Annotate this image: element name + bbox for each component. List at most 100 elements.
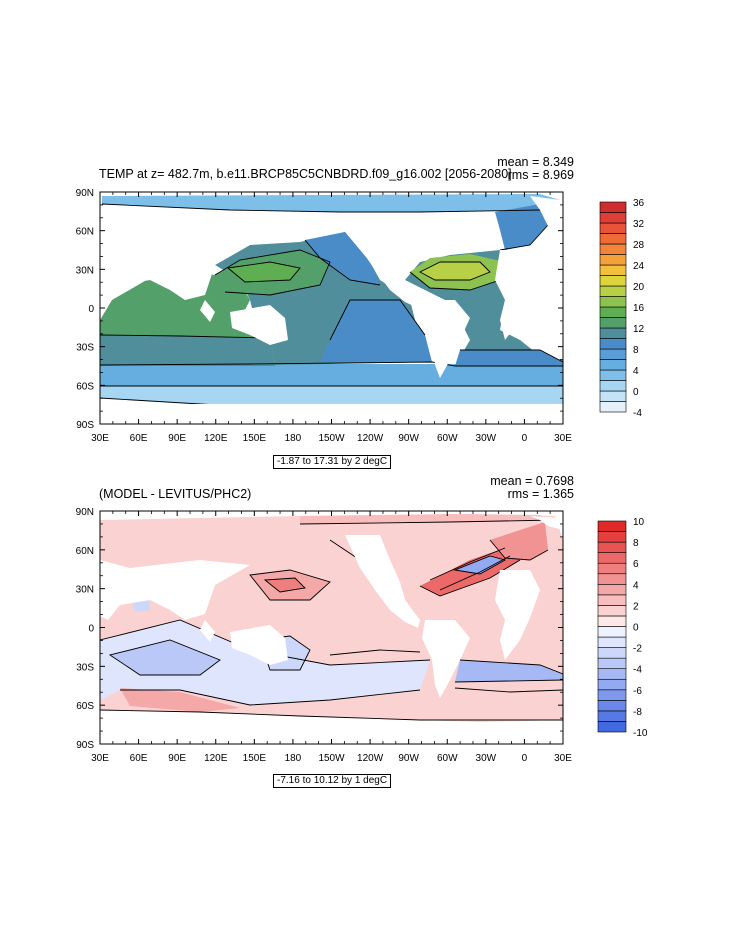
panel1-map: [100, 192, 563, 424]
panel1-colorbar-bin-12: [599, 275, 627, 287]
panel2-colorbar-bin-1: [597, 710, 627, 722]
panel2-colorbar-bin-5: [597, 668, 627, 680]
panel1-colorbar-bin-11: [599, 285, 627, 297]
panel1-colorbar-bin-2: [599, 380, 627, 392]
panel2-colorbar-label-6: -2: [633, 644, 642, 655]
panel1-land: [100, 196, 563, 424]
panel2-lon-label-3: 120E: [204, 753, 228, 764]
panel2-lon-label-9: 60W: [437, 753, 458, 764]
panel1-colorbar-label-5: 16: [633, 303, 645, 314]
panel2-colorbar-bin-18: [597, 531, 627, 543]
panel1-pacific-subtropical: [228, 262, 300, 282]
panel1-atlantic-south-blue: [455, 350, 563, 366]
panel2-lon-label-2: 90E: [168, 753, 186, 764]
panel1-colorbar: 36 32 28 24 20 16 12 8 4 0 -4: [599, 198, 645, 419]
panel2-colorbar-label-7: -4: [633, 665, 642, 676]
panel1-colorbar-bin-7: [599, 327, 627, 339]
panel2-lon-label-8: 90W: [398, 753, 419, 764]
panel1-lat-label-2: 30N: [76, 265, 94, 276]
panel1-colorbar-bin-6: [599, 338, 627, 350]
panel1-lat-label-0: 90N: [76, 188, 94, 199]
panel1-colorbar-bin-16: [599, 233, 627, 245]
panel2-colorbar-bin-10: [597, 615, 627, 627]
panel1-lon-label-7: 120W: [357, 433, 384, 444]
panel2-colorbar-label-2: 6: [633, 559, 639, 570]
panel1-colorbar-label-7: 8: [633, 345, 639, 356]
panel1-colorbar-label-2: 28: [633, 240, 645, 251]
panel1-lon-label-8: 90W: [398, 433, 419, 444]
panel1-colorbar-bin-1: [599, 390, 627, 402]
panel1-colorbar-label-4: 20: [633, 282, 645, 293]
panel2-colorbar: 10 8 6 4 2 0 -2 -4 -6 -8 -10: [597, 517, 648, 739]
panel2-colorbar-label-10: -10: [633, 728, 648, 739]
panel2-rms: rms = 1.365: [507, 487, 574, 501]
panel1-atlantic-north: [495, 204, 548, 250]
panel2-agulhas-warm: [120, 688, 240, 712]
panel1-colorbar-label-9: 0: [633, 387, 639, 398]
panel2-north-pacific-core: [265, 578, 305, 592]
panel1-arctic-band: [102, 194, 560, 212]
panel2-colorbar-label-4: 2: [633, 601, 639, 612]
panel1-colorbar-bin-17: [599, 222, 627, 234]
panel1-rms: rms = 8.969: [507, 168, 574, 182]
panel2-range-label: -7.16 to 10.12 by 1 degC: [273, 774, 392, 788]
panel2-labrador: [490, 522, 548, 560]
panel2-title: (MODEL - LEVITUS/PHC2): [99, 487, 252, 501]
panel1-indian-ocean-south: [100, 335, 275, 366]
panel2-colorbar-bin-4: [597, 678, 627, 691]
panel2-colorbar-label-1: 8: [633, 538, 639, 549]
panel2-lon-label-5: 180: [285, 753, 302, 764]
panel1-lat-label-5: 60S: [76, 381, 94, 392]
panel1-lat-label-4: 30S: [76, 343, 94, 354]
panel2-lon-label-0: 30E: [91, 753, 109, 764]
panel2-colorbar-bin-0: [597, 721, 627, 733]
panel1-lon-label-0: 30E: [91, 433, 109, 444]
panel1-colorbar-label-10: -4: [633, 408, 642, 419]
panel2-colorbar-bin-3: [597, 689, 627, 701]
panel1-colorbar-bin-18: [599, 212, 627, 224]
panel2-colorbar-bin-15: [597, 562, 627, 575]
panel1-axes: 30E 60E 90E 120E 150E 180 150W 120W 90W 60W 30W 0 30…: [76, 188, 573, 444]
panel1-colorbar-bin-4: [599, 359, 627, 371]
panel1-lon-label-1: 60E: [130, 433, 148, 444]
panel2-colorbar-label-5: 0: [633, 623, 639, 634]
panel1-lon-label-5: 180: [285, 433, 302, 444]
panel2-southern-blue-b: [110, 640, 220, 675]
panel1-lon-label-6: 150W: [318, 433, 345, 444]
panel2-colorbar-bin-17: [597, 541, 627, 553]
panel2-lat-label-2: 30N: [76, 585, 94, 596]
panel2-lon-label-4: 150E: [243, 753, 267, 764]
panel2-arctic-band: [300, 514, 555, 524]
panel1-pacific-east-blue: [320, 300, 432, 362]
panel2-lat-label-6: 90S: [76, 740, 94, 751]
panel2-colorbar-bin-12: [597, 594, 627, 606]
panel2-lat-label-5: 60S: [76, 701, 94, 712]
panel2-axes: 30E 60E 90E 120E 150E 180 150W 120W 90W 60W 30W 0 30…: [76, 507, 573, 764]
panel1-colorbar-bin-19: [599, 201, 627, 213]
panel2-colorbar-bin-2: [597, 700, 627, 712]
panel1-lon-label-3: 120E: [204, 433, 228, 444]
panel2-lon-label-11: 0: [522, 753, 528, 764]
panel1-range-label: -1.87 to 17.31 by 2 degC: [273, 455, 392, 469]
panel1-lon-label-2: 90E: [168, 433, 186, 444]
panel2-lat-label-1: 60N: [76, 546, 94, 557]
panel2-colorbar-bin-6: [597, 657, 627, 670]
panel2-lat-label-3: 0: [88, 624, 94, 635]
panel1-colorbar-label-0: 36: [633, 198, 645, 209]
panel2-lat-label-0: 90N: [76, 507, 94, 518]
panel1-atlantic-core: [420, 262, 490, 280]
panel2-lon-label-7: 120W: [357, 753, 384, 764]
panel1-colorbar-label-6: 12: [633, 324, 645, 335]
panel1-colorbar-bin-0: [599, 401, 627, 413]
panel1-southern-ocean-light: [100, 385, 563, 410]
panel2-map: [100, 511, 563, 744]
panel1-colorbar-label-3: 24: [633, 261, 645, 272]
panel1-lat-label-6: 90S: [76, 420, 94, 431]
panel2-colorbar-bin-7: [597, 647, 627, 659]
panel1-colorbar-bin-8: [599, 317, 627, 329]
panel2-lon-label-12: 30E: [554, 753, 572, 764]
panel1-colorbar-bin-9: [599, 306, 627, 318]
panel2-colorbar-bin-11: [597, 605, 627, 617]
panel2-colorbar-label-3: 4: [633, 580, 639, 591]
panel2-atlantic-south-blue: [455, 660, 563, 682]
